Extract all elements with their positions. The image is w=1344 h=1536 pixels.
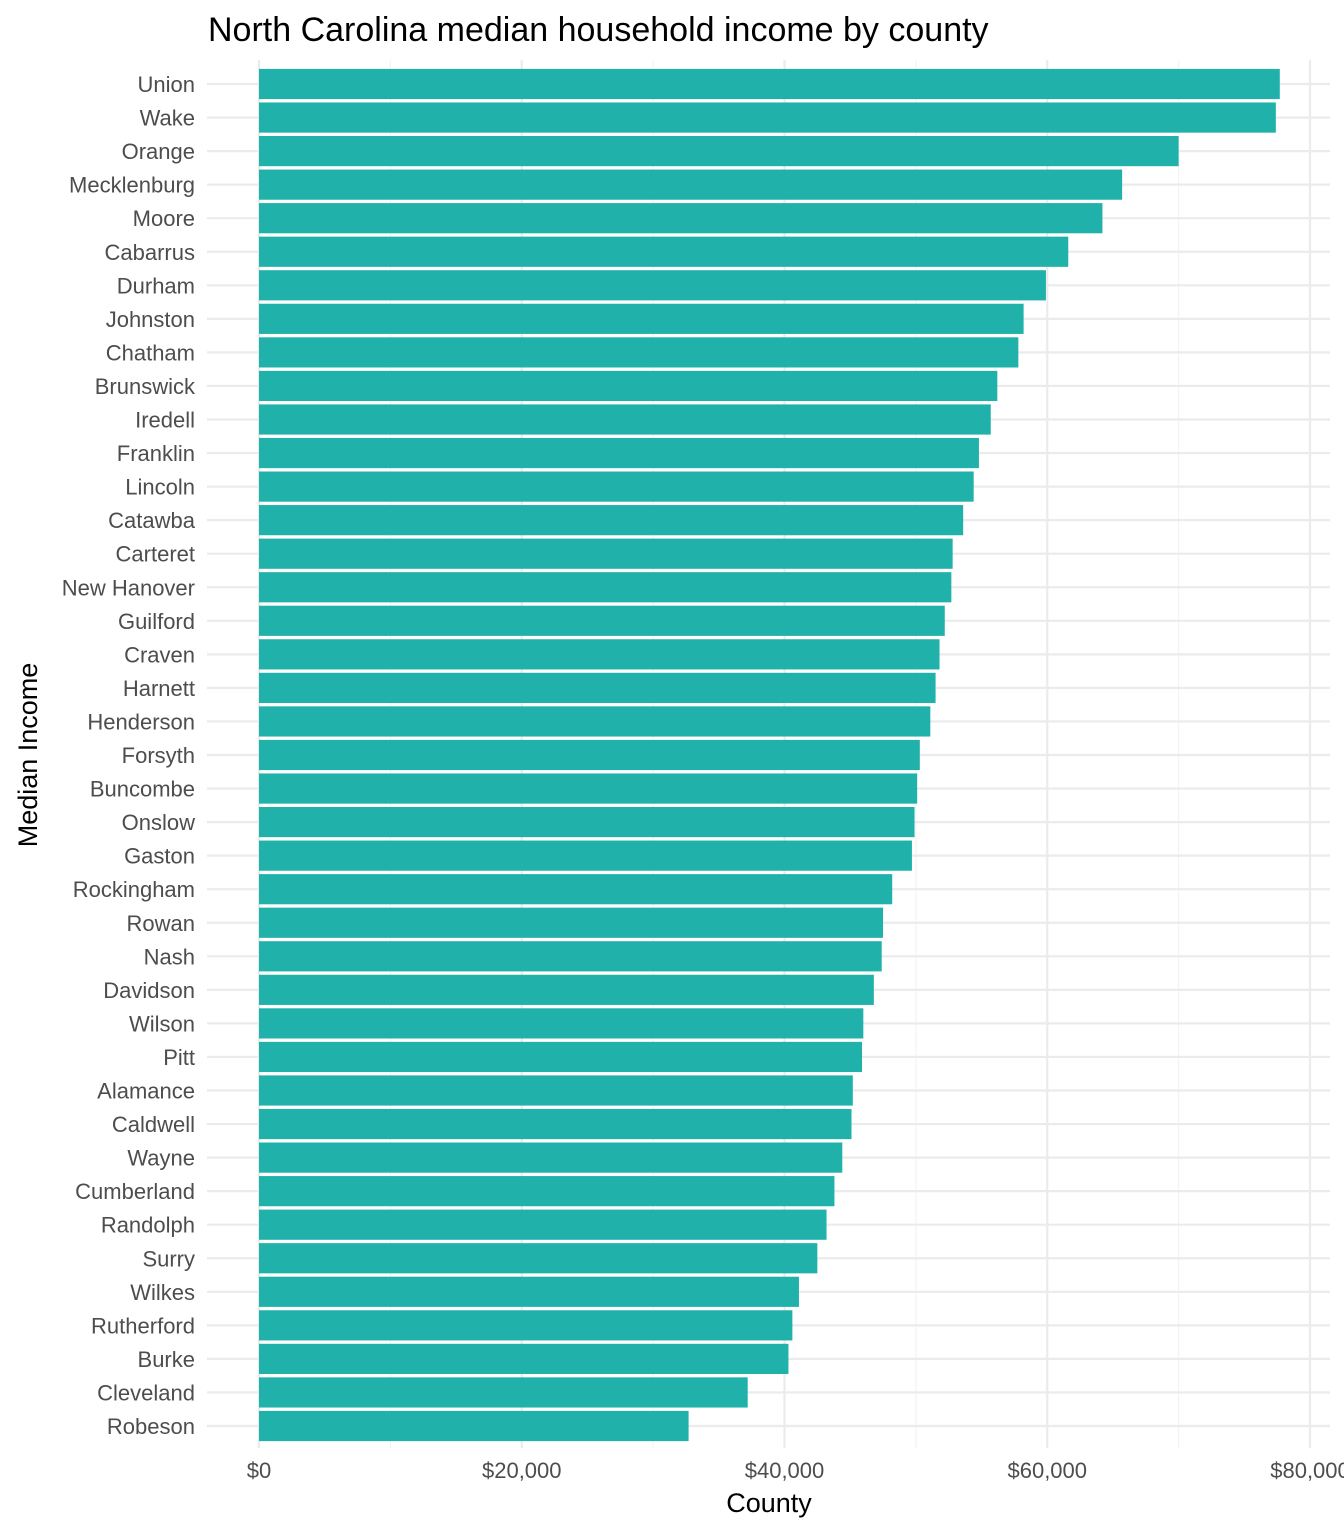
- bar: [259, 102, 1276, 133]
- bar: [259, 203, 1103, 234]
- y-tick-label: New Hanover: [62, 575, 195, 600]
- bar: [259, 1343, 789, 1374]
- y-tick-label: Burke: [138, 1347, 195, 1372]
- bar: [259, 538, 953, 569]
- bar: [259, 337, 1019, 368]
- y-tick-label: Cabarrus: [105, 240, 195, 265]
- y-tick-label: Onslow: [122, 810, 195, 835]
- bar: [259, 739, 920, 771]
- bar: [259, 1209, 827, 1240]
- y-tick-label: Mecklenburg: [69, 173, 195, 198]
- bar: [259, 572, 952, 603]
- y-tick-label: Wayne: [127, 1146, 195, 1171]
- chart-title: North Carolina median household income b…: [208, 11, 989, 49]
- bar: [259, 1410, 689, 1442]
- x-tick-label: $40,000: [745, 1458, 825, 1483]
- y-tick-label: Iredell: [135, 408, 195, 433]
- y-tick-label: Franklin: [117, 441, 195, 466]
- y-tick-label: Rowan: [127, 911, 195, 936]
- bar: [259, 370, 998, 402]
- bar: [259, 639, 940, 670]
- y-tick-label: Cumberland: [75, 1179, 195, 1204]
- y-tick-label: Johnston: [106, 307, 195, 332]
- bar: [259, 1108, 852, 1140]
- y-tick-label: Rutherford: [91, 1313, 195, 1338]
- bar: [259, 840, 912, 871]
- y-tick-label: Durham: [117, 273, 195, 298]
- y-tick-label: Harnett: [123, 676, 195, 701]
- y-tick-label: Union: [138, 72, 195, 97]
- bar: [259, 437, 979, 469]
- bar: [259, 303, 1024, 334]
- bar: [259, 1276, 799, 1307]
- y-tick-label: Davidson: [103, 978, 195, 1003]
- y-tick-label: Surry: [142, 1246, 195, 1271]
- y-tick-label: Lincoln: [125, 475, 195, 500]
- y-tick-labels: Union Wake Orange Mecklenburg Moore Cabarrus D…: [62, 72, 196, 1439]
- bar: [259, 605, 945, 636]
- y-axis-title: Median Income: [13, 663, 43, 848]
- y-tick-label: Buncombe: [90, 777, 195, 802]
- y-tick-label: Alamance: [97, 1079, 195, 1104]
- y-tick-label: Pitt: [163, 1045, 195, 1070]
- y-tick-label: Brunswick: [95, 374, 196, 399]
- x-tick-label: $20,000: [482, 1458, 562, 1483]
- bar: [259, 505, 964, 536]
- y-tick-label: Randolph: [101, 1213, 195, 1238]
- bars: [259, 68, 1280, 1442]
- y-tick-label: Henderson: [87, 709, 195, 734]
- x-tick-labels: $0 $20,000 $40,000 $60,000 $80,000: [247, 1458, 1344, 1483]
- y-tick-label: Nash: [144, 944, 195, 969]
- y-tick-label: Craven: [124, 642, 195, 667]
- bar: [259, 471, 974, 502]
- bar: [259, 1008, 864, 1039]
- y-tick-label: Wilkes: [130, 1280, 195, 1305]
- bar: [259, 169, 1123, 200]
- y-tick-label: Cleveland: [97, 1380, 195, 1405]
- bar: [259, 1075, 853, 1106]
- y-tick-label: Wilson: [129, 1011, 195, 1036]
- bar: [259, 1176, 835, 1207]
- y-tick-label: Gaston: [124, 844, 195, 869]
- y-tick-label: Carteret: [116, 542, 195, 567]
- bar: [259, 1310, 793, 1341]
- bar: [259, 1041, 863, 1073]
- bar: [259, 136, 1179, 167]
- bar: [259, 1377, 748, 1408]
- bar: [259, 807, 915, 838]
- bar: [259, 236, 1069, 267]
- y-tick-label: Guilford: [118, 609, 195, 634]
- y-tick-label: Orange: [122, 139, 195, 164]
- y-tick-label: Chatham: [106, 340, 195, 365]
- x-tick-label: $0: [247, 1458, 271, 1483]
- y-tick-label: Catawba: [108, 508, 196, 533]
- y-tick-label: Caldwell: [112, 1112, 195, 1137]
- bar: [259, 974, 874, 1005]
- y-tick-label: Wake: [140, 106, 195, 131]
- y-tick-label: Robeson: [107, 1414, 195, 1439]
- x-axis-title: County: [726, 1488, 812, 1518]
- bar: [259, 1142, 843, 1173]
- x-tick-label: $80,000: [1270, 1458, 1344, 1483]
- bar: [259, 706, 931, 737]
- bar: [259, 907, 884, 938]
- y-tick-label: Forsyth: [122, 743, 195, 768]
- bar: [259, 68, 1280, 100]
- bar: [259, 941, 882, 972]
- bar: [259, 404, 991, 435]
- bar: [259, 773, 918, 804]
- bar: [259, 1243, 818, 1274]
- bar: [259, 672, 936, 703]
- y-tick-label: Moore: [133, 206, 195, 231]
- bar: [259, 270, 1046, 301]
- bar: [259, 874, 893, 905]
- y-tick-label: Rockingham: [73, 877, 195, 902]
- x-tick-label: $60,000: [1007, 1458, 1087, 1483]
